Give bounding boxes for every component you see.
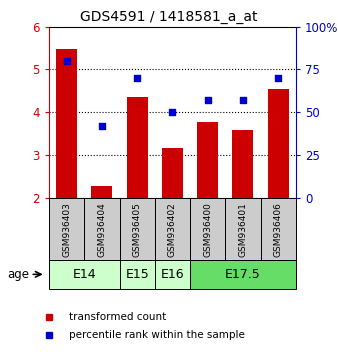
Bar — [84, 198, 120, 260]
Text: GSM936406: GSM936406 — [274, 202, 283, 257]
Text: GSM936405: GSM936405 — [132, 202, 142, 257]
Text: GDS4591 / 1418581_a_at: GDS4591 / 1418581_a_at — [80, 10, 258, 24]
Text: GSM936403: GSM936403 — [62, 202, 71, 257]
Bar — [120, 260, 155, 289]
Bar — [120, 198, 155, 260]
Point — [170, 110, 175, 115]
Bar — [225, 198, 261, 260]
Text: percentile rank within the sample: percentile rank within the sample — [69, 330, 245, 339]
Point — [205, 98, 210, 103]
Bar — [155, 260, 190, 289]
Text: GSM936400: GSM936400 — [203, 202, 212, 257]
Point — [99, 123, 104, 129]
Bar — [197, 122, 218, 198]
Text: age: age — [7, 268, 29, 281]
Bar — [268, 89, 289, 198]
Text: transformed count: transformed count — [69, 312, 167, 322]
Bar — [261, 198, 296, 260]
Text: GSM936404: GSM936404 — [97, 202, 106, 257]
Bar — [126, 97, 148, 198]
Point — [275, 75, 281, 81]
Text: GSM936401: GSM936401 — [238, 202, 247, 257]
Text: GSM936402: GSM936402 — [168, 202, 177, 257]
Text: E17.5: E17.5 — [225, 268, 261, 281]
Point — [135, 75, 140, 81]
Bar — [190, 260, 296, 289]
Bar — [155, 198, 190, 260]
Point — [64, 58, 69, 64]
Bar — [49, 260, 120, 289]
Bar — [190, 198, 225, 260]
Bar — [232, 130, 254, 198]
Bar — [56, 49, 77, 198]
Text: E16: E16 — [161, 268, 184, 281]
Bar — [49, 198, 84, 260]
Bar — [162, 148, 183, 198]
Bar — [91, 186, 113, 198]
Text: E15: E15 — [125, 268, 149, 281]
Point — [240, 98, 246, 103]
Text: E14: E14 — [72, 268, 96, 281]
